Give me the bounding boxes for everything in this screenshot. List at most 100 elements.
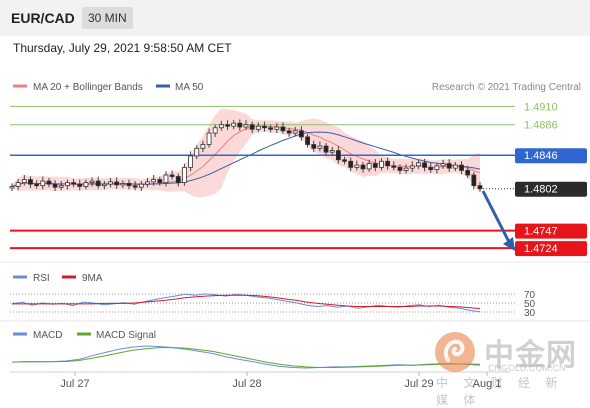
currency-pair-title: EUR/CAD	[11, 10, 75, 26]
legend-rsi: RSI	[33, 273, 50, 284]
bollinger-band	[12, 108, 480, 198]
candle-body	[71, 182, 76, 185]
x-tick-label: Jul 27	[60, 378, 89, 390]
candle-body	[311, 144, 317, 149]
candle-body	[452, 164, 458, 169]
candle-body	[15, 182, 21, 187]
candle-body	[108, 181, 113, 185]
level-label-1-4724: 1.4724	[524, 243, 558, 255]
level-label-bg-1-4846	[515, 148, 587, 164]
candle-body	[255, 125, 261, 130]
candle-body	[372, 163, 378, 168]
candle-body	[416, 162, 421, 167]
top-bar: EUR/CAD 30 MIN	[0, 0, 590, 36]
legend-ma50: MA 50	[175, 82, 204, 93]
candle-body	[409, 165, 415, 169]
level-label-1-4802: 1.4802	[524, 184, 558, 196]
candle-body	[200, 144, 206, 149]
candle-body	[9, 186, 15, 189]
timeframe-button[interactable]: 30 MIN	[82, 7, 133, 29]
candle-body	[46, 180, 52, 185]
candle-body	[262, 125, 267, 129]
candle-body	[366, 163, 372, 170]
candle-body	[218, 124, 224, 129]
macd-signal-line	[11, 347, 481, 368]
candle-body	[83, 182, 89, 187]
x-tick-label: Aug 1	[473, 378, 502, 390]
level-label-1-4747: 1.4747	[524, 226, 558, 238]
candle-body	[434, 165, 440, 171]
legend-rsi-9ma: 9MA	[82, 273, 103, 284]
candle-body	[440, 163, 446, 167]
forecast-arrowhead	[503, 237, 515, 251]
chart-credit: Research © 2021 Trading Central	[432, 82, 581, 93]
candle-body	[397, 166, 403, 171]
candle-body	[157, 179, 163, 184]
candle-body	[428, 166, 434, 171]
candle-body	[145, 181, 150, 185]
level-label-bg-1-4802	[515, 181, 587, 197]
candle-body	[237, 122, 243, 128]
candle-body	[163, 174, 169, 184]
candle-body	[354, 164, 360, 168]
candle-body	[114, 181, 120, 186]
candle-body	[175, 176, 181, 184]
candle-body	[471, 174, 477, 187]
candle-body	[34, 183, 40, 187]
candle-body	[446, 163, 452, 169]
level-label-1-4846: 1.4846	[524, 150, 558, 162]
legend-macd: MACD	[33, 330, 62, 341]
candle-body	[52, 183, 58, 188]
candle-body	[120, 182, 126, 186]
candle-body	[422, 162, 427, 168]
rsi-9ma-line	[12, 294, 481, 310]
candle-body	[169, 174, 175, 177]
candle-body	[132, 185, 138, 188]
candle-body	[77, 183, 83, 187]
candle-body	[280, 126, 286, 132]
candle-body	[249, 124, 255, 130]
candle-body	[126, 182, 132, 187]
legend-macd-signal: MACD Signal	[96, 330, 156, 341]
candle-body	[403, 167, 409, 171]
candle-body	[206, 132, 212, 145]
level-label-bg-1-4724	[515, 241, 587, 257]
candle-body	[305, 136, 310, 145]
rsi-tick-30: 30	[524, 308, 536, 319]
candle-body	[268, 127, 274, 130]
candle-body	[101, 183, 107, 187]
candle-body	[360, 164, 366, 170]
candle-body	[459, 164, 464, 171]
candle-body	[231, 122, 237, 127]
candle-body	[212, 127, 218, 134]
level-label-1-4886: 1.4886	[524, 120, 558, 132]
candle-body	[342, 159, 347, 162]
candle-body	[329, 150, 335, 153]
candle-body	[40, 180, 46, 187]
candle-body	[194, 147, 200, 157]
candle-body	[299, 130, 304, 138]
candle-body	[89, 180, 95, 184]
rsi-tick-70: 70	[524, 290, 536, 301]
candle-body	[138, 183, 144, 188]
candle-body	[58, 185, 64, 188]
candle-body	[379, 160, 384, 168]
rsi-tick-50: 50	[524, 299, 536, 310]
candle-body	[151, 179, 157, 183]
candle-body	[243, 124, 249, 128]
candle-body	[317, 145, 323, 149]
candle-body	[182, 166, 187, 184]
candle-body	[292, 130, 298, 134]
candle-body	[286, 130, 292, 134]
x-tick-label: Jul 28	[232, 378, 261, 390]
candle-body	[21, 179, 27, 184]
candle-body	[465, 170, 471, 176]
candle-body	[323, 145, 329, 153]
candle-body	[28, 179, 33, 185]
candle-body	[391, 165, 397, 168]
level-label-1-4910: 1.4910	[524, 101, 558, 113]
candle-body	[335, 150, 341, 161]
candle-body	[188, 155, 193, 168]
forecast-arrow	[481, 190, 511, 243]
